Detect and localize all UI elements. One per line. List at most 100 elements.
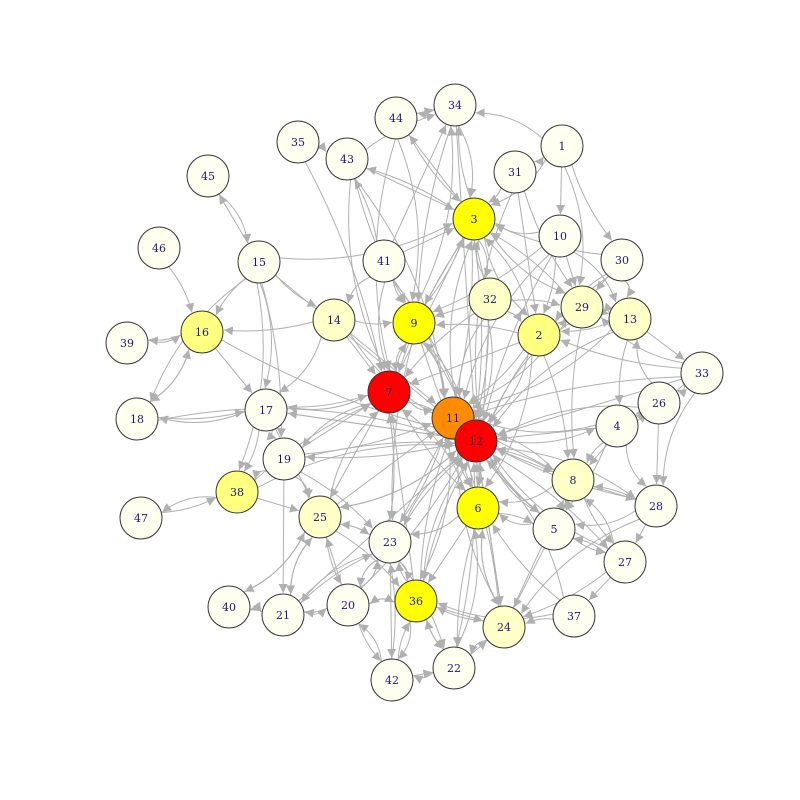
node-label: 21	[276, 609, 290, 622]
edge-20-42	[358, 622, 382, 662]
edge-10-2	[543, 256, 557, 314]
node-9: 9	[392, 301, 436, 345]
node-16: 16	[180, 310, 224, 354]
node-circle	[394, 579, 438, 623]
edge-2-8	[543, 355, 572, 459]
node-label: 46	[152, 242, 166, 255]
edge-28-24	[520, 518, 640, 614]
edge-8-6	[499, 485, 554, 508]
edge-22-12	[455, 462, 479, 648]
edge-13-12	[492, 331, 614, 428]
node-5: 5	[532, 507, 576, 551]
edge-28-27	[635, 524, 647, 544]
edge-42-23	[387, 563, 397, 660]
edge-36-12	[422, 461, 469, 582]
node-circle	[374, 96, 418, 140]
edge-16-17	[214, 347, 253, 394]
edge-3-11	[453, 239, 473, 397]
node-label: 14	[327, 314, 341, 327]
node-8: 8	[551, 458, 595, 502]
node-label: 39	[120, 337, 134, 350]
node-46: 46	[137, 226, 181, 270]
node-circle	[325, 137, 369, 181]
edge-34-44	[417, 109, 435, 120]
node-15: 15	[237, 240, 281, 284]
edge-12-3	[471, 240, 483, 421]
edge-23-11	[399, 437, 444, 524]
node-17: 17	[244, 388, 288, 432]
edge-42-20	[358, 623, 382, 662]
node-28: 28	[634, 484, 678, 528]
node-label: 1	[559, 140, 566, 153]
edge-1-34	[475, 108, 543, 139]
node-label: 41	[377, 255, 391, 268]
node-33: 33	[680, 351, 724, 395]
edge-24-6	[476, 529, 500, 607]
node-circle	[634, 484, 678, 528]
node-24: 24	[482, 605, 526, 649]
node-circle	[119, 496, 163, 540]
edge-1-29	[564, 166, 586, 286]
node-circle	[362, 239, 406, 283]
edge-38-47	[161, 496, 217, 513]
node-label: 8	[570, 474, 577, 487]
node-29: 29	[560, 285, 604, 329]
node-12: 12	[454, 419, 498, 463]
edge-34-9	[413, 125, 452, 302]
node-label: 45	[201, 170, 215, 183]
edge-7-3	[397, 238, 465, 374]
edge-38-25	[256, 497, 300, 513]
node-36: 36	[394, 579, 438, 623]
edge-31-3	[488, 187, 502, 203]
edge-3-43	[366, 166, 456, 211]
node-label: 11	[446, 412, 460, 425]
node-label: 37	[567, 610, 581, 623]
edge-20-36	[368, 593, 395, 605]
edge-15-17	[259, 282, 273, 389]
edge-21-25	[289, 537, 313, 596]
node-19: 19	[262, 437, 306, 481]
edge-32-29	[510, 298, 561, 307]
node-circle	[608, 297, 652, 341]
edge-7-9	[395, 343, 407, 373]
edge-13-4	[614, 339, 628, 405]
edge-34-12	[455, 125, 479, 420]
node-label: 17	[259, 404, 273, 417]
node-circle	[392, 301, 436, 345]
edge-29-13	[598, 307, 609, 316]
edge-33-28	[658, 392, 696, 486]
node-38: 38	[215, 470, 259, 514]
edge-12-27	[492, 453, 609, 549]
edge-2-11	[468, 349, 525, 404]
edge-2-12	[486, 353, 529, 423]
node-label: 23	[383, 536, 397, 549]
node-circle	[298, 495, 342, 539]
edge-31-2	[517, 192, 539, 314]
edge-32-2	[506, 310, 522, 323]
node-circle	[452, 197, 496, 241]
edge-22-24	[469, 640, 488, 656]
node-label: 26	[652, 397, 666, 410]
edge-10-13	[573, 251, 618, 303]
node-label: 9	[411, 317, 418, 330]
edge-40-25	[243, 532, 305, 593]
edge-12-4	[496, 427, 596, 444]
node-label: 3	[471, 213, 478, 226]
node-label: 44	[389, 112, 403, 125]
edge-29-8	[568, 327, 582, 459]
node-label: 47	[134, 512, 148, 525]
edge-9-23	[387, 343, 413, 521]
edge-34-3	[458, 125, 477, 198]
node-label: 40	[222, 601, 236, 614]
edge-33-11	[474, 376, 682, 416]
edge-22-36	[424, 619, 444, 651]
edge-6-24	[480, 528, 500, 606]
edge-13-29	[602, 302, 613, 315]
node-circle	[244, 388, 288, 432]
edge-5-6	[498, 513, 534, 525]
node-7: 7	[367, 370, 411, 414]
node-43: 43	[325, 137, 369, 181]
edge-6-12	[472, 462, 482, 488]
node-label: 30	[615, 254, 629, 267]
